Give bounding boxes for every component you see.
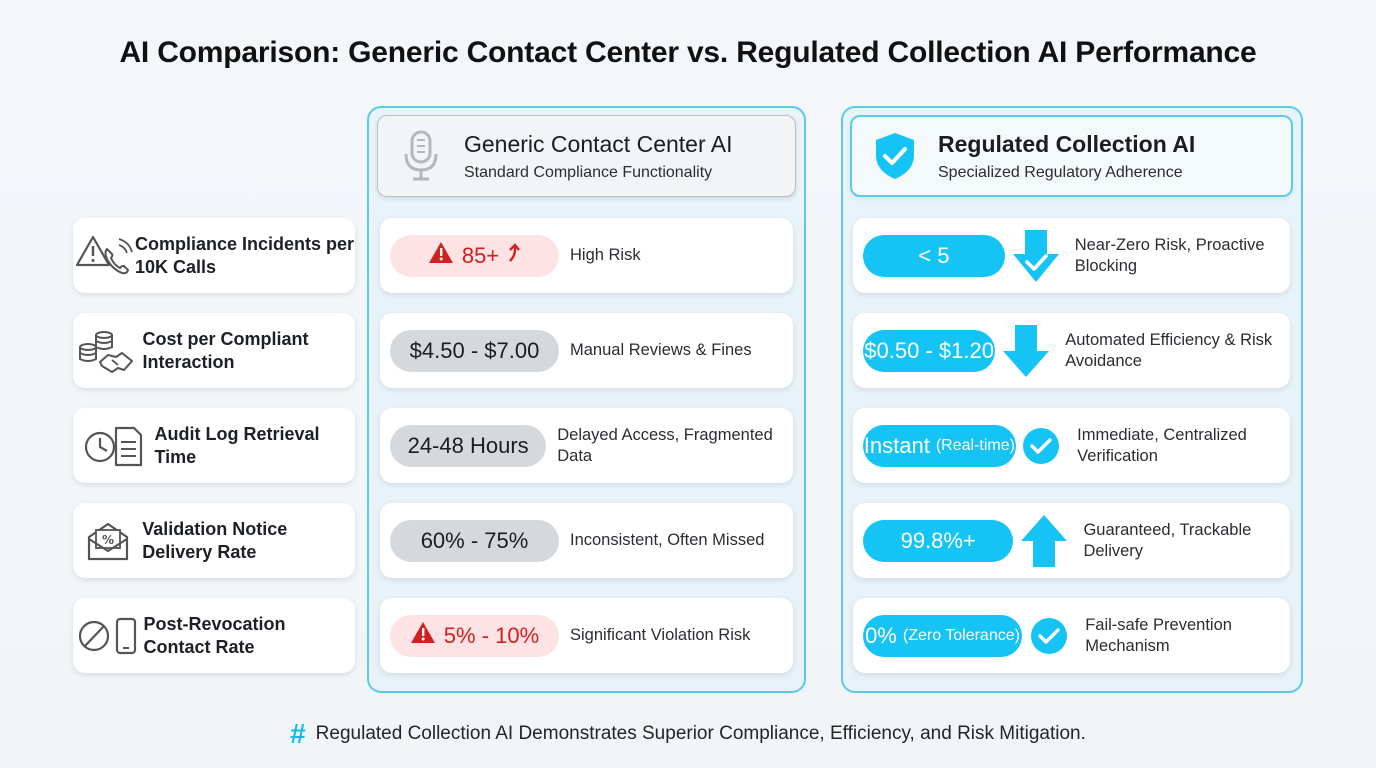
metric-card: Compliance Incidents per 10K Calls bbox=[73, 218, 355, 293]
metric-label: Post-Revocation Contact Rate bbox=[143, 613, 286, 657]
generic-value-pill: 5% - 10% bbox=[390, 614, 559, 657]
regulated-value: Instant bbox=[863, 432, 930, 458]
regulated-value-pill: 0% (Zero Tolerance) bbox=[863, 614, 1023, 657]
microphone-icon bbox=[378, 130, 464, 182]
metric-card: Cost per Compliant Interaction bbox=[73, 313, 355, 388]
regulated-value: $0.50 - $1.20 bbox=[864, 337, 994, 363]
generic-value: 24-48 Hours bbox=[407, 432, 529, 458]
generic-value: 60% - 75% bbox=[420, 527, 529, 553]
generic-value-pill: 24-48 Hours bbox=[390, 424, 547, 467]
warning-phone-icon bbox=[73, 233, 135, 279]
blocked-phone-icon bbox=[73, 616, 143, 656]
regulated-value: 99.8%+ bbox=[900, 527, 976, 553]
generic-value-card: 60% - 75% Inconsistent, Often Missed bbox=[380, 503, 793, 578]
regulated-value-card: 99.8%+ Guaranteed, Trackable Delivery bbox=[853, 503, 1290, 578]
regulated-description: Near-Zero Risk, Proactive Blocking bbox=[1074, 235, 1265, 275]
generic-column-panel bbox=[367, 106, 806, 693]
generic-description: Manual Reviews & Fines bbox=[570, 341, 752, 359]
regulated-value: < 5 bbox=[918, 242, 950, 268]
regulated-column-panel bbox=[841, 106, 1303, 693]
envelope-percent-icon: % bbox=[73, 521, 142, 561]
generic-column-title: Generic Contact Center AI bbox=[464, 130, 733, 157]
metric-label: Validation Notice Delivery Rate bbox=[142, 518, 288, 562]
generic-description: Significant Violation Risk bbox=[570, 626, 751, 644]
generic-value: $4.50 - $7.00 bbox=[409, 337, 540, 363]
metric-card: Audit Log Retrieval Time bbox=[73, 408, 355, 483]
regulated-value-card: $0.50 - $1.20 Automated Efficiency & Ris… bbox=[853, 313, 1290, 388]
generic-column-header: Generic Contact Center AI Standard Compl… bbox=[377, 115, 796, 197]
generic-value-card: 85+ High Risk bbox=[380, 218, 793, 293]
regulated-value-note: (Zero Tolerance) bbox=[902, 626, 1020, 644]
coins-handshake-icon bbox=[73, 328, 142, 374]
check-circle-icon bbox=[1026, 607, 1071, 665]
regulated-value-pill: < 5 bbox=[863, 234, 1005, 277]
shield-check-icon bbox=[852, 131, 938, 181]
warning-icon bbox=[428, 241, 454, 270]
generic-description: Inconsistent, Often Missed bbox=[570, 531, 765, 549]
footer-summary: # Regulated Collection AI Demonstrates S… bbox=[0, 718, 1376, 750]
generic-column-subtitle: Standard Compliance Functionality bbox=[464, 163, 713, 181]
footer-text: Regulated Collection AI Demonstrates Sup… bbox=[315, 723, 1086, 744]
generic-value-card: 5% - 10% Significant Violation Risk bbox=[380, 598, 793, 673]
down-arrow-icon bbox=[1001, 322, 1051, 380]
generic-value-pill: 60% - 75% bbox=[390, 519, 559, 562]
regulated-description: Fail-safe Prevention Mechanism bbox=[1085, 615, 1232, 655]
regulated-column-title: Regulated Collection AI bbox=[938, 130, 1196, 157]
clock-document-icon bbox=[73, 425, 154, 467]
regulated-value-pill: 99.8%+ bbox=[863, 519, 1014, 562]
generic-value-card: $4.50 - $7.00 Manual Reviews & Fines bbox=[380, 313, 793, 388]
check-circle-icon bbox=[1020, 417, 1063, 475]
regulated-description: Immediate, Centralized Verification bbox=[1077, 425, 1247, 465]
regulated-value-card: 0% (Zero Tolerance) Fail-safe Prevention… bbox=[853, 598, 1290, 673]
down-check-arrow-icon bbox=[1011, 227, 1061, 285]
generic-value: 85+ bbox=[461, 242, 500, 268]
metric-label: Cost per Compliant Interaction bbox=[142, 328, 309, 372]
metric-label: Audit Log Retrieval Time bbox=[154, 423, 320, 467]
generic-value-pill: $4.50 - $7.00 bbox=[390, 329, 559, 372]
warning-icon bbox=[410, 621, 436, 650]
generic-value-pill: 85+ bbox=[390, 234, 559, 277]
metric-label: Compliance Incidents per 10K Calls bbox=[135, 233, 355, 277]
generic-description: High Risk bbox=[570, 246, 641, 264]
regulated-value-pill: Instant (Real-time) bbox=[863, 424, 1016, 467]
generic-value: 5% - 10% bbox=[443, 622, 540, 648]
hash-icon: # bbox=[290, 718, 306, 749]
regulated-description: Automated Efficiency & Risk Avoidance bbox=[1065, 330, 1273, 370]
regulated-value-pill: $0.50 - $1.20 bbox=[863, 329, 996, 372]
metric-card: Post-Revocation Contact Rate bbox=[73, 598, 355, 673]
regulated-description: Guaranteed, Trackable Delivery bbox=[1083, 520, 1252, 560]
regulated-value-card: < 5 Near-Zero Risk, Proactive Blocking bbox=[853, 218, 1290, 293]
regulated-value: 0% bbox=[865, 622, 897, 648]
regulated-column-header: Regulated Collection AI Specialized Regu… bbox=[850, 115, 1293, 197]
regulated-value-card: Instant (Real-time) Immediate, Centraliz… bbox=[853, 408, 1290, 483]
up-arrow-icon bbox=[1019, 512, 1069, 570]
svg-text:%: % bbox=[102, 533, 114, 547]
trend-up-icon bbox=[507, 242, 521, 269]
regulated-value-note: (Real-time) bbox=[935, 436, 1015, 454]
regulated-column-subtitle: Specialized Regulatory Adherence bbox=[938, 163, 1183, 181]
generic-value-card: 24-48 Hours Delayed Access, Fragmented D… bbox=[380, 408, 793, 483]
page-title: AI Comparison: Generic Contact Center vs… bbox=[119, 36, 1257, 69]
generic-description: Delayed Access, Fragmented Data bbox=[557, 425, 773, 465]
metric-card: % Validation Notice Delivery Rate bbox=[73, 503, 355, 578]
